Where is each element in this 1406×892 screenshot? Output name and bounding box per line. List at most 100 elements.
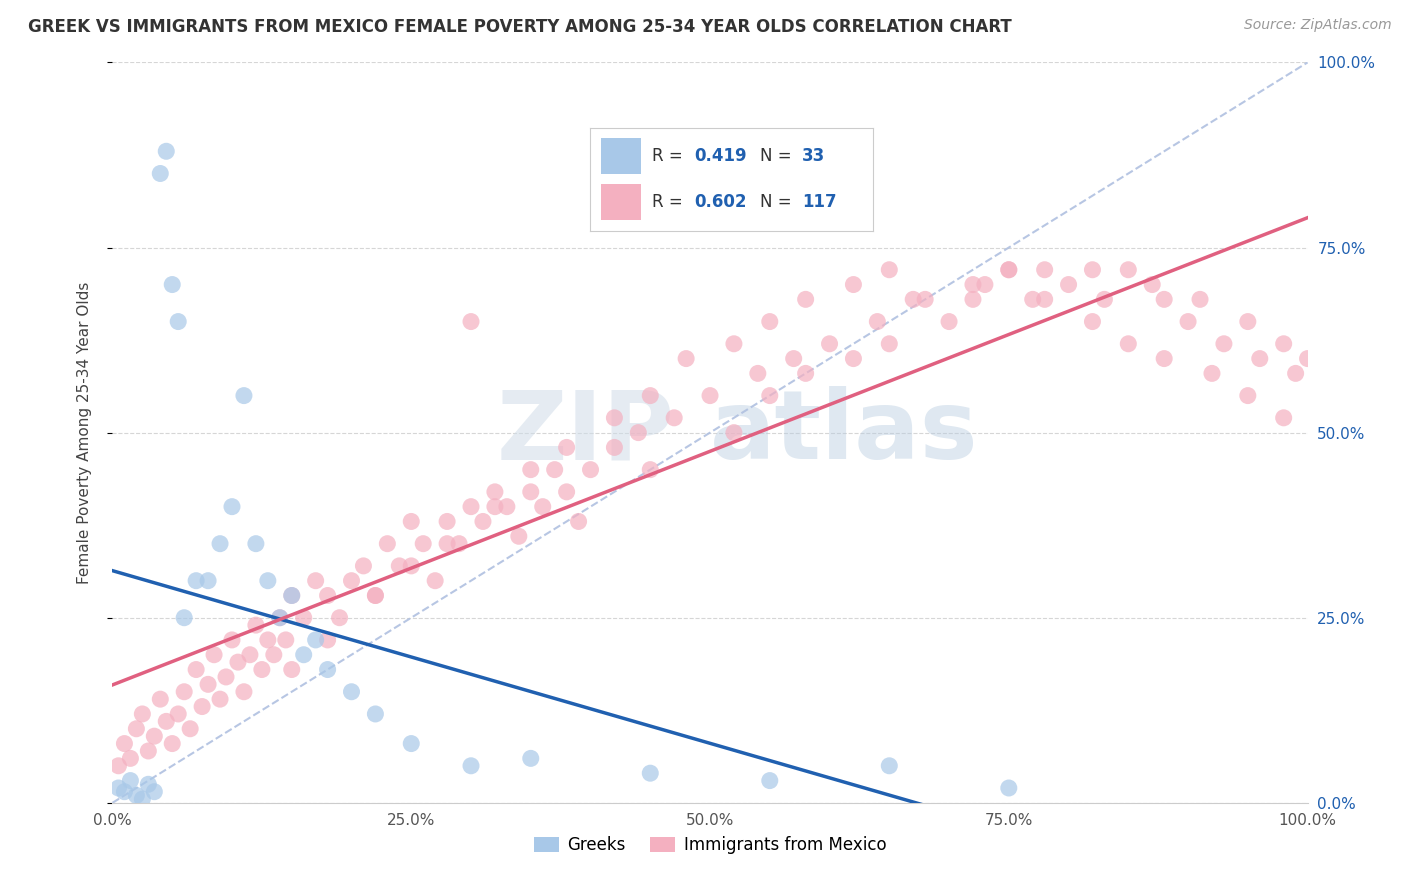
Point: [107, 758, 129, 772]
Point: [759, 314, 782, 328]
Point: [640, 766, 662, 780]
Point: [202, 648, 225, 662]
Point: [879, 336, 901, 351]
Point: [292, 648, 315, 662]
Point: [107, 780, 129, 795]
Point: [1213, 336, 1236, 351]
Point: [603, 410, 626, 425]
Point: [460, 758, 482, 772]
Point: [460, 314, 482, 328]
Point: [138, 777, 160, 791]
Point: [974, 277, 997, 292]
Text: R =: R =: [652, 147, 688, 165]
Point: [818, 336, 841, 351]
Text: N =: N =: [759, 194, 797, 211]
Point: [675, 351, 697, 366]
Point: [1201, 367, 1223, 381]
Point: [197, 677, 219, 691]
Point: [143, 729, 166, 743]
Point: [162, 277, 183, 292]
Point: [1237, 388, 1260, 402]
Point: [162, 737, 183, 751]
Point: [1081, 314, 1104, 328]
Point: [555, 484, 578, 499]
Point: [783, 351, 806, 366]
Point: [250, 663, 273, 677]
Point: [1272, 410, 1295, 425]
Point: [209, 692, 232, 706]
Point: [436, 515, 458, 529]
Y-axis label: Female Poverty Among 25-34 Year Olds: Female Poverty Among 25-34 Year Olds: [77, 282, 91, 583]
Text: Source: ZipAtlas.com: Source: ZipAtlas.com: [1244, 18, 1392, 32]
Point: [239, 648, 262, 662]
Point: [842, 351, 865, 366]
Point: [603, 441, 626, 455]
Point: [436, 536, 458, 550]
Point: [340, 574, 363, 588]
Point: [269, 610, 291, 624]
Point: [664, 410, 686, 425]
Point: [281, 589, 304, 603]
Point: [472, 515, 495, 529]
Text: GREEK VS IMMIGRANTS FROM MEXICO FEMALE POVERTY AMONG 25-34 YEAR OLDS CORRELATION: GREEK VS IMMIGRANTS FROM MEXICO FEMALE P…: [28, 18, 1012, 36]
Point: [131, 706, 153, 721]
Text: R =: R =: [652, 194, 688, 211]
Point: [245, 618, 267, 632]
Point: [866, 314, 889, 328]
Point: [316, 589, 339, 603]
Point: [263, 648, 285, 662]
Point: [340, 685, 363, 699]
Point: [316, 632, 339, 647]
Point: [1153, 293, 1175, 307]
Point: [962, 277, 984, 292]
Point: [281, 589, 304, 603]
Point: [125, 789, 148, 803]
Point: [914, 293, 936, 307]
Point: [723, 336, 745, 351]
Point: [640, 388, 662, 402]
Point: [269, 610, 291, 624]
Point: [329, 610, 352, 624]
Point: [1094, 293, 1116, 307]
Point: [794, 293, 817, 307]
Point: [364, 589, 387, 603]
Point: [627, 425, 650, 440]
Point: [1081, 262, 1104, 277]
Point: [233, 388, 256, 402]
Point: [412, 536, 434, 550]
Point: [215, 670, 238, 684]
Point: [699, 388, 721, 402]
Text: 117: 117: [803, 194, 837, 211]
Bar: [602, 185, 641, 220]
Point: [114, 785, 135, 799]
Point: [179, 722, 201, 736]
Point: [155, 145, 177, 159]
Point: [1189, 293, 1212, 307]
Point: [143, 785, 166, 799]
Point: [120, 773, 142, 788]
Point: [209, 536, 232, 550]
Point: [1285, 367, 1308, 381]
Point: [149, 692, 172, 706]
Point: [460, 500, 482, 514]
Point: [120, 751, 142, 765]
Point: [508, 529, 530, 543]
Point: [903, 293, 925, 307]
Point: [998, 262, 1021, 277]
Point: [842, 277, 865, 292]
Point: [962, 293, 984, 307]
Point: [1057, 277, 1080, 292]
Point: [281, 663, 304, 677]
Point: [520, 484, 543, 499]
Point: [579, 462, 602, 476]
Point: [233, 685, 256, 699]
Point: [794, 367, 817, 381]
Point: [364, 589, 387, 603]
Point: [401, 515, 423, 529]
Bar: [602, 138, 641, 174]
Point: [149, 166, 172, 180]
Point: [221, 632, 243, 647]
Point: [305, 632, 328, 647]
Point: [401, 558, 423, 573]
Point: [568, 515, 591, 529]
